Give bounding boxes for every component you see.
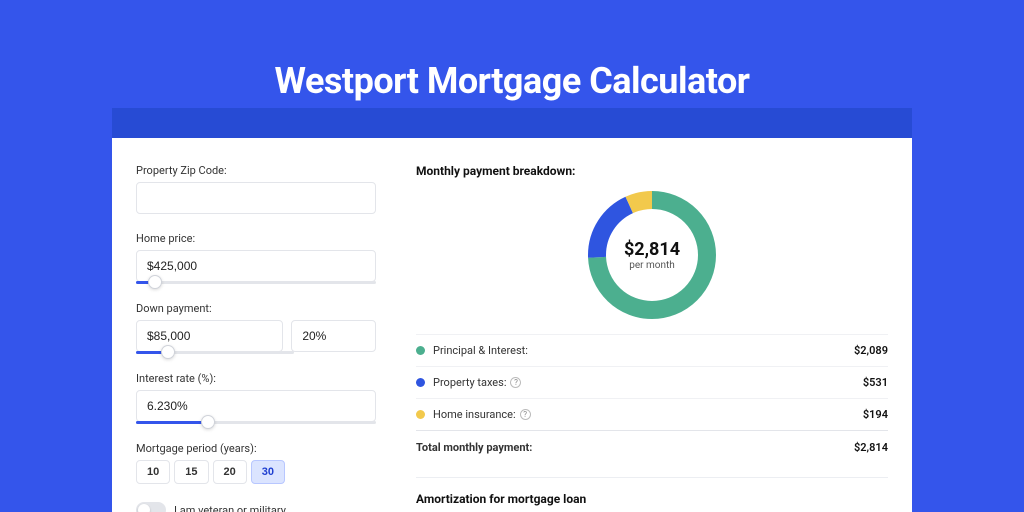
donut-center-value: $2,814: [624, 239, 680, 260]
down-payment-pct-input[interactable]: [291, 320, 376, 352]
legend-value-0: $2,089: [854, 344, 888, 357]
period-button-30[interactable]: 30: [251, 460, 285, 484]
legend-total-value: $2,814: [854, 441, 888, 454]
down-payment-amount-input[interactable]: [136, 320, 283, 352]
zip-control: Property Zip Code:: [136, 164, 376, 214]
down-payment-slider-thumb[interactable]: [161, 345, 175, 359]
period-button-10[interactable]: 10: [136, 460, 170, 484]
rate-input[interactable]: [136, 390, 376, 422]
legend-label-2: Home insurance:?: [433, 408, 863, 421]
legend-value-1: $531: [863, 376, 888, 389]
amortization-title: Amortization for mortgage loan: [416, 492, 888, 506]
legend-row-2: Home insurance:?$194: [416, 398, 888, 430]
donut-center: $2,814 per month: [587, 190, 717, 320]
period-button-15[interactable]: 15: [174, 460, 208, 484]
period-control: Mortgage period (years): 10152030: [136, 442, 376, 484]
zip-label: Property Zip Code:: [136, 164, 376, 177]
legend-dot-2: [416, 410, 425, 419]
period-button-20[interactable]: 20: [213, 460, 247, 484]
legend-label-0: Principal & Interest:: [433, 344, 854, 357]
zip-input[interactable]: [136, 182, 376, 214]
home-price-slider[interactable]: [136, 281, 376, 284]
form-panel: Property Zip Code: Home price: Down paym…: [136, 164, 376, 512]
breakdown-title: Monthly payment breakdown:: [416, 164, 888, 178]
rate-slider-fill: [136, 421, 208, 424]
veteran-label: I am veteran or military: [174, 504, 286, 512]
donut-chart-wrap: $2,814 per month: [416, 190, 888, 320]
rate-control: Interest rate (%):: [136, 372, 376, 424]
rate-slider-thumb[interactable]: [201, 415, 215, 429]
veteran-toggle-knob: [138, 504, 150, 512]
veteran-toggle[interactable]: [136, 502, 166, 512]
legend-label-1: Property taxes:?: [433, 376, 863, 389]
donut-center-sub: per month: [629, 260, 675, 271]
legend-dot-1: [416, 378, 425, 387]
legend-dot-0: [416, 346, 425, 355]
down-payment-label: Down payment:: [136, 302, 376, 315]
period-button-group: 10152030: [136, 460, 376, 484]
header-accent-bar: [112, 108, 912, 138]
home-price-slider-thumb[interactable]: [148, 275, 162, 289]
rate-label: Interest rate (%):: [136, 372, 376, 385]
veteran-row: I am veteran or military: [136, 502, 376, 512]
calculator-card: Property Zip Code: Home price: Down paym…: [112, 138, 912, 512]
legend-value-2: $194: [863, 408, 888, 421]
down-payment-slider[interactable]: [136, 351, 294, 354]
legend-row-0: Principal & Interest:$2,089: [416, 334, 888, 366]
info-icon[interactable]: ?: [520, 409, 531, 420]
down-payment-control: Down payment:: [136, 302, 376, 354]
amortization-section: Amortization for mortgage loan Amortizat…: [416, 477, 888, 512]
page-background: Westport Mortgage Calculator Property Zi…: [0, 0, 1024, 512]
legend-total-row: Total monthly payment: $2,814: [416, 430, 888, 463]
period-label: Mortgage period (years):: [136, 442, 376, 455]
home-price-input[interactable]: [136, 250, 376, 282]
home-price-control: Home price:: [136, 232, 376, 284]
legend-total-label: Total monthly payment:: [416, 441, 854, 454]
page-title: Westport Mortgage Calculator: [0, 0, 1024, 102]
info-icon[interactable]: ?: [510, 377, 521, 388]
donut-chart: $2,814 per month: [587, 190, 717, 320]
home-price-label: Home price:: [136, 232, 376, 245]
legend-list: Principal & Interest:$2,089Property taxe…: [416, 334, 888, 430]
legend-row-1: Property taxes:?$531: [416, 366, 888, 398]
rate-slider[interactable]: [136, 421, 376, 424]
breakdown-panel: Monthly payment breakdown: $2,814 per mo…: [416, 164, 888, 512]
